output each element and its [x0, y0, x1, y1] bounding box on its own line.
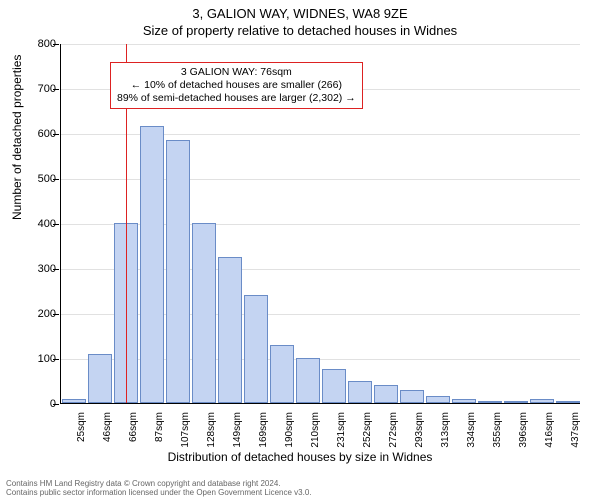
gridline	[61, 44, 580, 45]
x-tick-label: 396sqm	[518, 412, 529, 448]
histogram-bar	[374, 385, 397, 403]
annotation-line-1: 3 GALION WAY: 76sqm	[117, 66, 356, 79]
x-axis-label: Distribution of detached houses by size …	[0, 450, 600, 464]
y-tick-label: 0	[26, 398, 56, 410]
histogram-bar	[452, 399, 475, 404]
x-tick-label: 334sqm	[466, 412, 477, 448]
gridline	[61, 314, 580, 315]
annotation-line-3: 89% of semi-detached houses are larger (…	[117, 92, 356, 105]
x-tick-label: 107sqm	[180, 412, 191, 448]
chart-title: 3, GALION WAY, WIDNES, WA8 9ZE	[0, 6, 600, 21]
y-tick-label: 200	[26, 308, 56, 320]
histogram-bar	[348, 381, 371, 404]
footer-line-1: Contains HM Land Registry data © Crown c…	[6, 479, 312, 489]
footer-attribution: Contains HM Land Registry data © Crown c…	[6, 479, 312, 498]
histogram-bar	[140, 126, 163, 403]
chart-area: 3 GALION WAY: 76sqm ← 10% of detached ho…	[60, 44, 580, 404]
y-tick-label: 300	[26, 263, 56, 275]
histogram-bar	[166, 140, 189, 403]
y-tick-label: 100	[26, 353, 56, 365]
x-tick-label: 128sqm	[206, 412, 217, 448]
x-tick-label: 437sqm	[570, 412, 581, 448]
x-tick-label: 293sqm	[414, 412, 425, 448]
chart-subtitle: Size of property relative to detached ho…	[0, 23, 600, 38]
y-axis-label: Number of detached properties	[10, 55, 24, 220]
gridline	[61, 224, 580, 225]
annotation-box: 3 GALION WAY: 76sqm ← 10% of detached ho…	[110, 62, 363, 109]
histogram-bar	[322, 369, 345, 403]
x-tick-label: 313sqm	[440, 412, 451, 448]
x-tick-label: 355sqm	[492, 412, 503, 448]
gridline	[61, 269, 580, 270]
x-tick-label: 210sqm	[310, 412, 321, 448]
x-tick-label: 190sqm	[284, 412, 295, 448]
x-tick-label: 46sqm	[102, 412, 113, 442]
histogram-bar	[218, 257, 241, 403]
x-tick-label: 231sqm	[336, 412, 347, 448]
gridline	[61, 179, 580, 180]
annotation-line-2: ← 10% of detached houses are smaller (26…	[117, 79, 356, 92]
y-tick-label: 400	[26, 218, 56, 230]
histogram-bar	[88, 354, 111, 404]
histogram-bar	[270, 345, 293, 404]
histogram-bar	[296, 358, 319, 403]
histogram-bar	[244, 295, 267, 403]
histogram-bar	[426, 396, 449, 403]
footer-line-2: Contains public sector information licen…	[6, 488, 312, 498]
y-tick-label: 800	[26, 38, 56, 50]
histogram-bar	[504, 401, 527, 403]
histogram-bar	[192, 223, 215, 403]
y-tick-label: 700	[26, 83, 56, 95]
x-tick-label: 66sqm	[128, 412, 139, 442]
x-tick-label: 169sqm	[258, 412, 269, 448]
x-tick-label: 25sqm	[76, 412, 87, 442]
gridline	[61, 134, 580, 135]
x-tick-label: 87sqm	[154, 412, 165, 442]
y-tick-label: 600	[26, 128, 56, 140]
x-tick-label: 149sqm	[232, 412, 243, 448]
histogram-bar	[478, 401, 501, 403]
histogram-bar	[62, 399, 85, 404]
x-tick-label: 252sqm	[362, 412, 373, 448]
histogram-bar	[556, 401, 579, 403]
gridline	[61, 359, 580, 360]
histogram-bar	[400, 390, 423, 404]
x-tick-label: 416sqm	[544, 412, 555, 448]
histogram-bar	[530, 399, 553, 404]
y-tick-label: 500	[26, 173, 56, 185]
x-tick-label: 272sqm	[388, 412, 399, 448]
